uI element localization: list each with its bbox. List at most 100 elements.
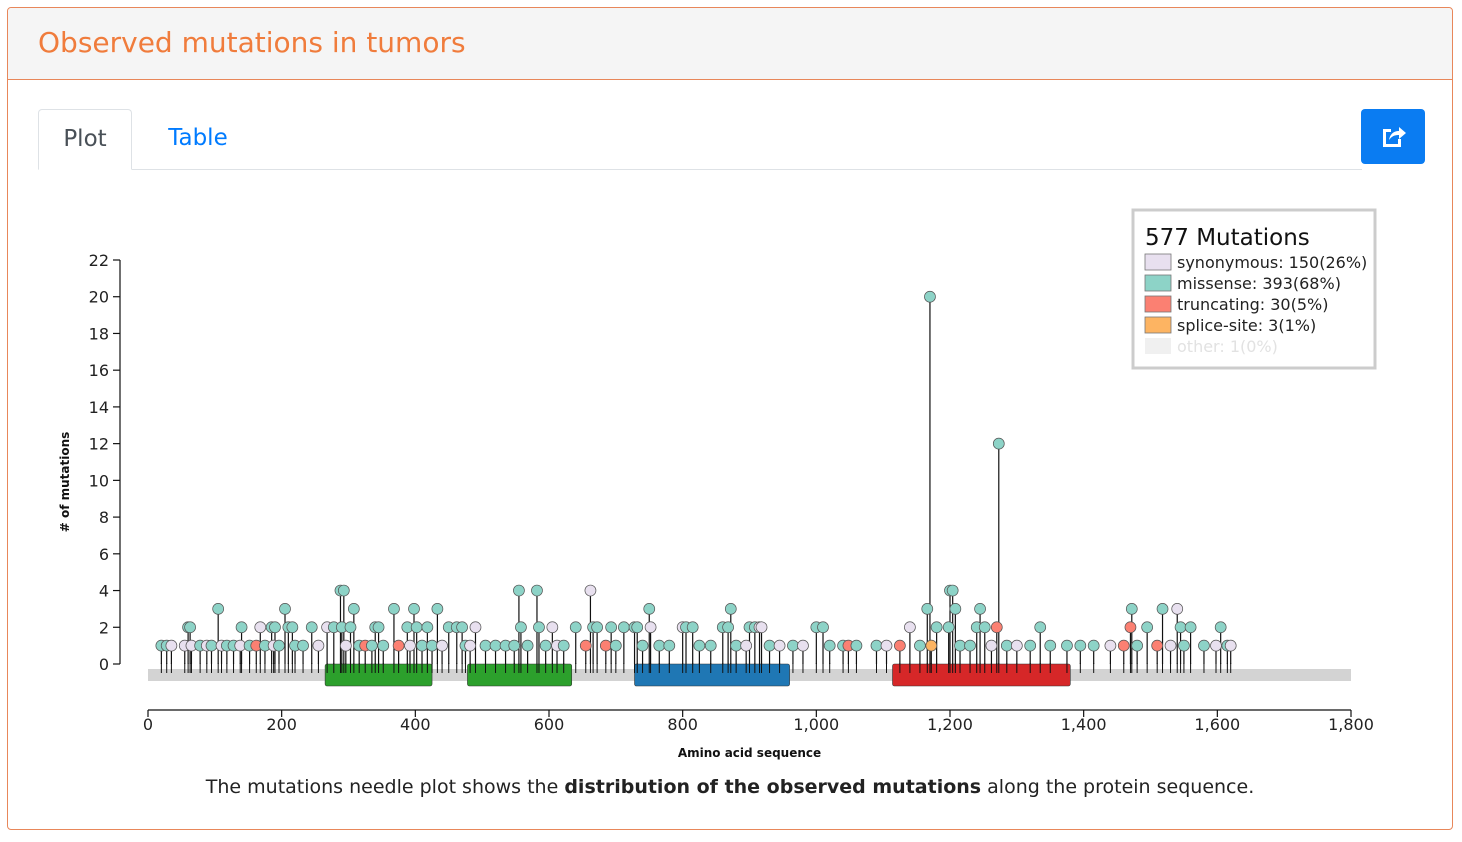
needle-head[interactable] bbox=[421, 621, 434, 634]
needle-head[interactable] bbox=[513, 584, 525, 597]
needle-head[interactable] bbox=[823, 639, 836, 652]
needle-head[interactable] bbox=[618, 621, 630, 634]
needle-head[interactable] bbox=[464, 639, 476, 652]
needle-head[interactable] bbox=[1198, 639, 1210, 652]
needle-head[interactable] bbox=[880, 639, 893, 652]
needle-head[interactable] bbox=[925, 639, 938, 652]
needle-head[interactable] bbox=[653, 639, 666, 652]
needle-head[interactable] bbox=[724, 603, 737, 615]
needle-head[interactable] bbox=[305, 621, 318, 634]
protein-domain[interactable] bbox=[467, 663, 573, 687]
needle-head[interactable] bbox=[1171, 603, 1184, 615]
needle-head[interactable] bbox=[631, 621, 644, 634]
needle-head[interactable] bbox=[904, 621, 916, 634]
needle-head[interactable] bbox=[339, 639, 352, 652]
needle-head[interactable] bbox=[870, 639, 883, 652]
needle-head[interactable] bbox=[797, 639, 809, 652]
needle-head[interactable] bbox=[1214, 621, 1227, 634]
needle-head[interactable] bbox=[1210, 639, 1222, 652]
needle-head[interactable] bbox=[165, 639, 178, 652]
needle-head[interactable] bbox=[479, 639, 492, 652]
needle-head[interactable] bbox=[954, 639, 966, 652]
needle-head[interactable] bbox=[644, 621, 657, 634]
needle-head[interactable] bbox=[990, 621, 1003, 634]
needle-head[interactable] bbox=[436, 639, 448, 652]
needle-head[interactable] bbox=[254, 621, 267, 634]
needle-head[interactable] bbox=[1104, 639, 1117, 652]
needle-head[interactable] bbox=[1151, 639, 1164, 652]
needle-head[interactable] bbox=[609, 639, 622, 652]
tab-plot[interactable]: Plot bbox=[38, 109, 132, 170]
needle-head[interactable] bbox=[337, 584, 350, 597]
needle-head[interactable] bbox=[557, 639, 570, 652]
needle-head[interactable] bbox=[416, 639, 428, 652]
needle-head[interactable] bbox=[930, 621, 943, 634]
needle-head[interactable] bbox=[312, 639, 325, 652]
needle-head[interactable] bbox=[985, 639, 998, 652]
needle-head[interactable] bbox=[663, 639, 676, 652]
needle-head[interactable] bbox=[269, 621, 281, 634]
needle-head[interactable] bbox=[184, 621, 196, 634]
needle-head[interactable] bbox=[693, 639, 706, 652]
needle-head[interactable] bbox=[531, 584, 543, 597]
needle-head[interactable] bbox=[279, 603, 291, 615]
needle-head[interactable] bbox=[392, 639, 405, 652]
needle-head[interactable] bbox=[686, 621, 699, 634]
needle-head[interactable] bbox=[366, 639, 378, 652]
needle-head[interactable] bbox=[992, 437, 1005, 450]
needle-head[interactable] bbox=[1156, 603, 1169, 615]
legend-entry[interactable]: synonymous: 150(26%) bbox=[1177, 253, 1367, 272]
needle-head[interactable] bbox=[1164, 639, 1177, 652]
needle-head[interactable] bbox=[533, 621, 545, 634]
needle-head[interactable] bbox=[1024, 639, 1037, 652]
needle-head[interactable] bbox=[636, 639, 649, 652]
needle-head[interactable] bbox=[515, 621, 527, 634]
needle-head[interactable] bbox=[408, 603, 420, 615]
needle-head[interactable] bbox=[964, 639, 976, 652]
needle-head[interactable] bbox=[704, 639, 717, 652]
needle-head[interactable] bbox=[1074, 639, 1087, 652]
needle-head[interactable] bbox=[1125, 603, 1138, 615]
needle-head[interactable] bbox=[1224, 639, 1237, 652]
needle-head[interactable] bbox=[605, 621, 618, 634]
needle-head[interactable] bbox=[205, 639, 218, 652]
needle-head[interactable] bbox=[1000, 639, 1013, 652]
needle-head[interactable] bbox=[740, 639, 753, 652]
needle-head[interactable] bbox=[388, 603, 400, 615]
needle-head[interactable] bbox=[942, 621, 955, 634]
export-button[interactable] bbox=[1361, 109, 1425, 164]
needle-head[interactable] bbox=[1117, 639, 1130, 652]
needle-head[interactable] bbox=[273, 639, 285, 652]
needle-head[interactable] bbox=[787, 639, 799, 652]
needle-head[interactable] bbox=[1034, 621, 1047, 634]
tab-table[interactable]: Table bbox=[168, 125, 228, 151]
needle-head[interactable] bbox=[755, 621, 768, 634]
needle-head[interactable] bbox=[894, 639, 906, 652]
needle-head[interactable] bbox=[212, 603, 225, 615]
needle-head[interactable] bbox=[404, 639, 416, 652]
needle-head[interactable] bbox=[410, 621, 423, 634]
needle-head[interactable] bbox=[763, 639, 776, 652]
needle-head[interactable] bbox=[569, 621, 582, 634]
needle-head[interactable] bbox=[377, 639, 390, 652]
needle-head[interactable] bbox=[643, 603, 656, 615]
needle-head[interactable] bbox=[924, 290, 936, 303]
needle-head[interactable] bbox=[1044, 639, 1057, 652]
needle-head[interactable] bbox=[850, 639, 863, 652]
needle-head[interactable] bbox=[949, 603, 962, 615]
legend-entry[interactable]: truncating: 30(5%) bbox=[1177, 295, 1328, 314]
needle-head[interactable] bbox=[297, 639, 309, 652]
needle-head[interactable] bbox=[235, 621, 248, 634]
needle-head[interactable] bbox=[817, 621, 829, 634]
needle-head[interactable] bbox=[1087, 639, 1100, 652]
needle-head[interactable] bbox=[584, 584, 597, 597]
needle-head[interactable] bbox=[426, 639, 438, 652]
needle-head[interactable] bbox=[344, 621, 357, 634]
protein-domain[interactable] bbox=[634, 663, 790, 687]
needle-head[interactable] bbox=[372, 621, 385, 634]
needle-head[interactable] bbox=[579, 639, 592, 652]
needle-head[interactable] bbox=[521, 639, 534, 652]
needle-head[interactable] bbox=[508, 639, 521, 652]
needle-head[interactable] bbox=[978, 621, 991, 634]
needle-head[interactable] bbox=[1131, 639, 1143, 652]
